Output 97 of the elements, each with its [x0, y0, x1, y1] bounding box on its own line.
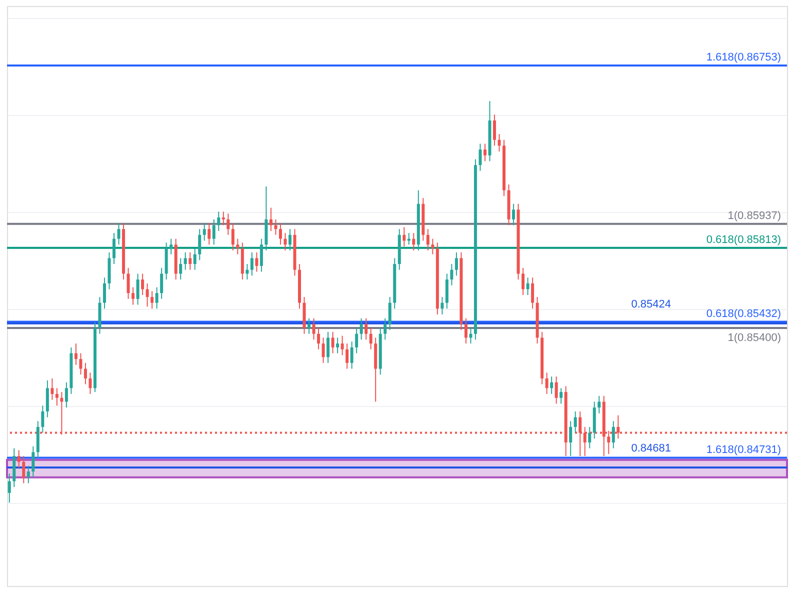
ref-line-label: 1(0.85937) — [728, 210, 781, 222]
candlestick — [312, 318, 316, 340]
candlestick — [117, 222, 120, 246]
candlestick — [498, 134, 501, 152]
candlestick — [526, 277, 530, 296]
ref-line-label: 1.618(0.86753) — [706, 52, 781, 64]
candlestick — [141, 273, 144, 296]
candlestick — [326, 331, 330, 364]
candlestick — [545, 372, 548, 394]
ref-line-label: 0.618(0.85432) — [706, 308, 781, 320]
candlestick — [64, 382, 68, 408]
candlestick — [50, 378, 54, 400]
candlestick — [493, 114, 496, 146]
candlestick — [531, 277, 534, 310]
candlestick — [588, 426, 592, 449]
candlestick — [569, 420, 572, 457]
candlestick — [288, 228, 292, 251]
candlestick — [112, 232, 116, 264]
candlestick — [226, 213, 230, 236]
candlestick — [364, 318, 368, 340]
candlestick — [236, 238, 240, 255]
candlestick — [212, 218, 216, 246]
candlestick — [355, 328, 358, 354]
candlestick — [198, 228, 202, 261]
candlestick — [32, 446, 35, 478]
candlestick — [46, 380, 49, 418]
candlestick — [179, 258, 182, 280]
candlestick — [284, 232, 287, 251]
candlestick — [412, 232, 416, 251]
candlestick — [103, 277, 106, 310]
candlestick — [346, 343, 349, 370]
candlestick — [388, 296, 392, 330]
candlestick — [322, 337, 325, 364]
ref-line-label: 1.618(0.84731) — [706, 444, 781, 456]
candlestick — [336, 337, 340, 354]
candlestick — [146, 282, 149, 308]
candlestick — [155, 286, 158, 310]
candlestick — [74, 343, 78, 366]
candlestick — [150, 290, 154, 310]
candlestick — [369, 328, 372, 350]
candlestick — [440, 296, 444, 315]
candlestick — [132, 286, 135, 306]
candlestick — [84, 362, 87, 385]
candlestick — [250, 252, 254, 276]
candlestick — [350, 341, 354, 370]
candlestick — [360, 318, 363, 340]
candlestick — [612, 420, 615, 449]
candlestick — [202, 222, 206, 242]
candlestick — [278, 222, 282, 246]
ref-line-label: 0.618(0.85813) — [706, 234, 781, 246]
candlestick — [426, 228, 430, 251]
candlestick — [17, 450, 20, 468]
candlestick — [260, 238, 263, 272]
candlestick — [8, 472, 11, 504]
candlestick — [208, 222, 211, 246]
candlestick — [217, 211, 220, 232]
ref-line-label: 0.84681 — [631, 442, 671, 454]
candlestick — [522, 267, 525, 296]
candlestick — [512, 203, 516, 226]
candlestick — [550, 376, 554, 394]
candlestick — [340, 335, 344, 356]
candlestick — [560, 388, 563, 404]
candlestick — [445, 273, 448, 310]
candlestick — [126, 267, 130, 300]
candlestick — [464, 318, 468, 344]
candlestick — [431, 238, 434, 255]
candlestick — [22, 456, 26, 484]
candlestick — [55, 388, 58, 406]
candlestick — [41, 405, 44, 434]
ref-line-label: 1(0.85400) — [728, 332, 781, 344]
candlestick — [384, 318, 387, 340]
candlestick — [79, 352, 82, 376]
candlestick — [160, 267, 164, 300]
candlestick — [450, 263, 454, 286]
candlestick — [136, 273, 140, 306]
candlestick — [478, 143, 482, 172]
candlestick — [274, 218, 278, 236]
candlestick — [184, 252, 187, 270]
candlestick — [193, 248, 196, 270]
candlestick — [188, 252, 192, 270]
candlestick — [554, 376, 558, 404]
candlestick — [308, 318, 311, 334]
candlestick — [483, 143, 486, 162]
candlestick — [255, 252, 258, 272]
candlestick — [574, 410, 577, 434]
candlestick — [170, 238, 173, 255]
candlestick — [222, 211, 225, 226]
candlestick — [88, 372, 92, 394]
candlestick — [454, 252, 458, 276]
candlestick — [402, 226, 406, 248]
candlestick — [269, 207, 272, 232]
candlestick — [598, 395, 601, 414]
candlestick — [331, 331, 334, 354]
candlestick — [317, 328, 320, 350]
ref-line-label: 0.85424 — [631, 298, 671, 310]
candlestick — [231, 222, 234, 251]
candlestick — [26, 465, 30, 484]
